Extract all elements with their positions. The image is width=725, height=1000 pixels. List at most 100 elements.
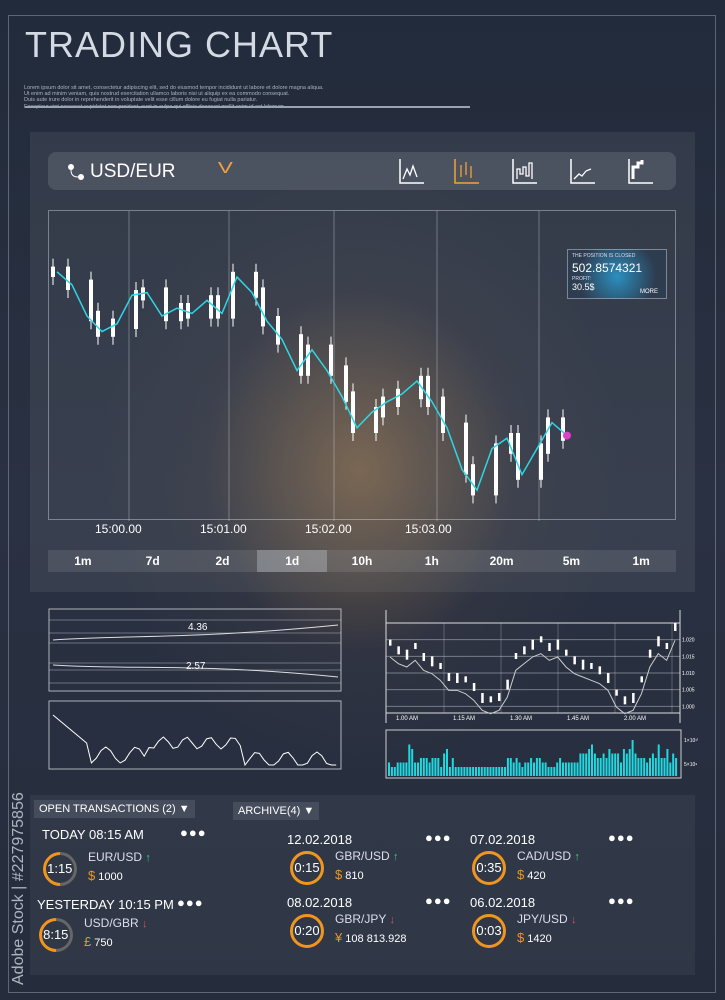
volume-bar [663, 758, 666, 776]
volume-bar [538, 758, 541, 776]
volume-bar [541, 762, 544, 776]
more-options-icon[interactable]: ●●● [425, 830, 452, 845]
candle-body [381, 396, 385, 418]
trend-icon[interactable] [569, 157, 597, 185]
volume-bar [573, 762, 576, 776]
timeframe-5m[interactable]: 5m [562, 554, 581, 568]
amount-value: 1420 [527, 933, 552, 945]
volume-bar [448, 767, 451, 776]
x-tick-label: 15:03.00 [405, 522, 452, 536]
candle-body [581, 659, 585, 670]
candle-body [209, 295, 213, 319]
y-tick-label: 1×10¹⁰ [684, 738, 698, 744]
transaction-pair: EUR/USD ↑ [88, 850, 151, 864]
y-tick-label: 1.020 [682, 638, 695, 644]
volume-bar [399, 762, 402, 776]
candle-body [546, 417, 550, 454]
moving-average-line [389, 640, 676, 715]
candle-body [464, 676, 467, 683]
candle-body [556, 639, 560, 650]
volume-bar [388, 762, 390, 776]
line-chart-icon[interactable] [398, 157, 426, 185]
chevron-down-icon[interactable]: V [217, 160, 233, 177]
volume-bar [414, 762, 417, 776]
archive-dropdown[interactable]: ARCHIVE(4) ▼ [233, 802, 320, 820]
more-options-icon[interactable]: ●●● [608, 893, 635, 908]
indicator-label: 2.57 [186, 661, 206, 672]
candle-body [565, 649, 568, 656]
x-tick-label: 1.45 AM [567, 716, 589, 722]
volume-bar [443, 753, 446, 776]
indicator-line [52, 664, 339, 678]
volume-bar [643, 758, 646, 776]
candle-body [276, 316, 280, 345]
volume-bar [393, 767, 396, 776]
x-tick-label: 1.30 AM [510, 716, 532, 722]
timeframe-10h[interactable]: 10h [351, 554, 373, 568]
indicator-line [52, 624, 339, 641]
candle-body [657, 636, 660, 647]
outer-frame [8, 15, 716, 993]
volume-bar [576, 762, 579, 776]
transaction-pair: CAD/USD ↑ [517, 849, 580, 863]
more-link[interactable]: MORE [640, 289, 658, 295]
x-tick-label: 2.00 AM [624, 716, 646, 722]
more-options-icon[interactable]: ●●● [180, 825, 207, 840]
volume-bar [472, 767, 475, 776]
volume-bar [396, 762, 399, 776]
description-line: Lorem ipsum dolor sit amet, consectetur … [24, 85, 324, 91]
volume-bar [588, 749, 591, 776]
oscillator-line [52, 714, 337, 767]
candlestick-icon[interactable] [453, 157, 481, 185]
volume-bar [582, 753, 585, 776]
volume-bar [608, 749, 611, 776]
timeframe-bar: 1m 7d 2d 1d 10h 1h 20m 5m 1m [48, 550, 676, 572]
candle-body [164, 287, 168, 322]
timeframe-1d[interactable]: 1d [257, 550, 328, 572]
candle-body [441, 396, 445, 433]
volume-bar [585, 753, 588, 776]
volume-bar [477, 767, 480, 776]
candle-body [422, 653, 426, 661]
more-options-icon[interactable]: ●●● [177, 895, 204, 910]
candle-body [674, 623, 677, 631]
timeframe-1m[interactable]: 1m [74, 554, 92, 568]
candle-body [598, 666, 602, 675]
volume-bar [489, 767, 492, 776]
amount-value: 750 [94, 937, 113, 949]
bar-chart-icon[interactable] [511, 157, 539, 185]
candle-body [615, 689, 618, 696]
x-tick-label: 15:02.00 [305, 522, 352, 536]
volume-bar [564, 762, 567, 776]
volume-bar [501, 767, 504, 776]
volume-bar [454, 767, 457, 776]
timeframe-7d[interactable]: 7d [145, 554, 160, 568]
more-options-icon[interactable]: ●●● [608, 830, 635, 845]
volume-bar [422, 758, 425, 776]
timeframe-1h[interactable]: 1h [424, 554, 439, 568]
timeframe-20m[interactable]: 20m [489, 554, 514, 568]
timeframe-2d[interactable]: 2d [215, 554, 230, 568]
more-options-icon[interactable]: ●●● [425, 893, 452, 908]
step-chart-icon[interactable] [627, 157, 655, 185]
candle-body [497, 693, 501, 701]
candle-body [471, 464, 475, 496]
candle-body [509, 433, 513, 454]
candle-body [539, 636, 543, 643]
candle-body [539, 443, 543, 480]
volume-bar [521, 767, 524, 776]
candle-body [430, 656, 434, 667]
volume-bar [660, 758, 663, 776]
currency-pair-select[interactable]: USD/EUR [90, 161, 176, 182]
volume-bar [475, 767, 477, 776]
timer-value: 8:15 [43, 927, 69, 942]
arrow-up-icon: ↑ [393, 851, 399, 863]
open-transactions-dropdown[interactable]: OPEN TRANSACTIONS (2) ▼ [34, 800, 195, 818]
volume-bar [446, 749, 448, 776]
position-title: THE POSITION IS CLOSED [572, 253, 636, 259]
timeframe-1m[interactable]: 1m [632, 554, 650, 568]
volume-bar [637, 758, 640, 776]
open-transactions-label: OPEN TRANSACTIONS (2) [39, 803, 176, 815]
volume-bar [509, 758, 512, 776]
volume-bar [622, 749, 625, 776]
